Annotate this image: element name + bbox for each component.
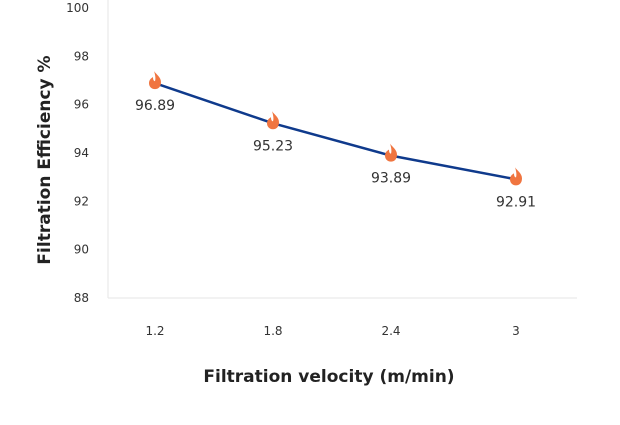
data-label: 95.23 — [253, 138, 293, 154]
flame-icon — [510, 167, 522, 186]
data-label: 93.89 — [371, 171, 411, 187]
y-tick-label: 90 — [74, 243, 89, 257]
x-tick-labels: 1.2 1.8 2.4 3 — [145, 324, 519, 338]
x-tick-label: 1.8 — [263, 324, 282, 338]
y-tick-label: 100 — [66, 1, 89, 15]
y-tick-label: 92 — [74, 194, 89, 208]
y-tick-label: 98 — [74, 49, 89, 63]
y-axis-title: Filtration Efficiency % — [35, 55, 55, 264]
x-tick-label: 3 — [512, 324, 520, 338]
data-markers — [149, 71, 522, 186]
data-label: 96.89 — [135, 98, 175, 114]
flame-icon — [385, 143, 397, 162]
x-tick-label: 1.2 — [145, 324, 164, 338]
flame-icon — [149, 71, 161, 90]
data-labels: 96.89 95.23 93.89 92.91 — [135, 98, 536, 210]
series-line — [154, 81, 517, 181]
x-tick-label: 2.4 — [381, 324, 400, 338]
data-label: 92.91 — [496, 194, 536, 210]
y-tick-label: 96 — [74, 98, 89, 112]
flame-icon — [267, 111, 279, 130]
y-tick-label: 94 — [74, 146, 89, 160]
y-tick-label: 88 — [74, 291, 89, 305]
y-tick-labels: 88 90 92 94 96 98 100 — [66, 1, 89, 305]
x-axis-title: Filtration velocity (m/min) — [203, 367, 454, 387]
